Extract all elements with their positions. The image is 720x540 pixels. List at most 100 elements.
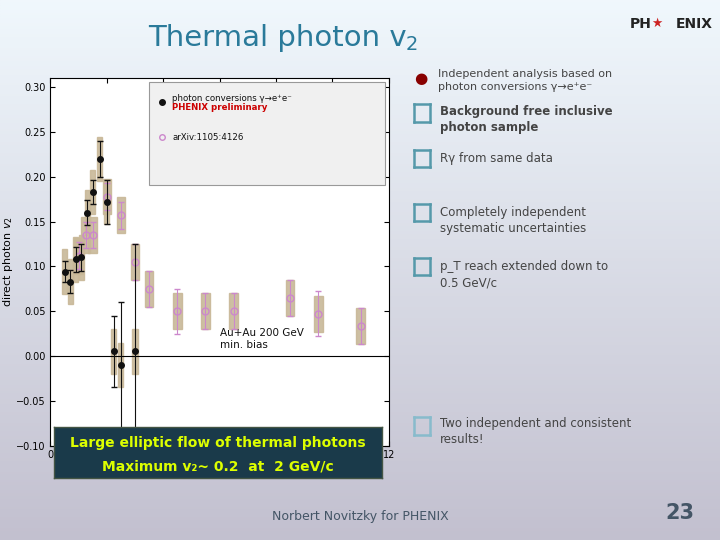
Bar <box>0 273 720 275</box>
Bar <box>0 178 720 181</box>
Bar <box>0 494 720 497</box>
Text: 23: 23 <box>666 503 695 523</box>
Bar <box>0 111 720 113</box>
Bar <box>0 459 720 462</box>
Bar <box>0 78 720 81</box>
Bar <box>84 190 89 235</box>
Bar <box>0 202 720 205</box>
Bar <box>0 338 720 340</box>
Bar <box>0 394 720 397</box>
Bar <box>0 500 720 502</box>
Bar <box>0 319 720 321</box>
Y-axis label: direct photon $v_2$: direct photon $v_2$ <box>1 217 14 307</box>
Bar <box>0 310 720 313</box>
Bar <box>0 443 720 445</box>
Bar <box>112 329 117 374</box>
Bar <box>0 184 720 186</box>
Bar <box>0 246 720 248</box>
Bar <box>145 271 153 307</box>
Bar <box>0 483 720 486</box>
Bar <box>0 502 720 505</box>
Bar <box>102 179 111 214</box>
Bar <box>0 316 720 319</box>
Bar <box>0 108 720 111</box>
Bar <box>230 293 238 329</box>
Bar <box>0 35 720 38</box>
Bar <box>0 389 720 392</box>
Bar <box>0 343 720 346</box>
Bar <box>0 294 720 297</box>
Bar <box>0 192 720 194</box>
Bar <box>0 227 720 229</box>
Bar <box>97 137 102 181</box>
Bar <box>0 103 720 105</box>
Bar <box>0 194 720 197</box>
Bar <box>0 475 720 478</box>
Bar <box>0 259 720 262</box>
Bar <box>0 216 720 219</box>
Bar <box>0 262 720 265</box>
Bar <box>0 437 720 440</box>
Bar <box>0 462 720 464</box>
Bar <box>0 124 720 127</box>
Text: arXiv:1105:4126: arXiv:1105:4126 <box>172 132 243 141</box>
Bar <box>0 68 720 70</box>
Bar <box>0 505 720 508</box>
Bar <box>0 11 720 14</box>
Bar <box>0 8 720 11</box>
Text: reaction plan: 1< |η|<2.8: reaction plan: 1< |η|<2.8 <box>186 93 301 102</box>
Bar <box>68 259 73 304</box>
Bar <box>0 275 720 278</box>
Bar <box>62 249 67 294</box>
Bar <box>0 448 720 451</box>
Bar <box>0 324 720 327</box>
Bar <box>0 5 720 8</box>
Bar <box>0 397 720 400</box>
Bar <box>0 238 720 240</box>
Bar <box>89 217 97 253</box>
Bar <box>0 3 720 5</box>
Bar <box>0 197 720 200</box>
Bar <box>0 302 720 305</box>
Bar <box>0 57 720 59</box>
Bar <box>0 497 720 500</box>
Bar <box>0 138 720 140</box>
Bar <box>0 135 720 138</box>
Bar <box>0 478 720 481</box>
Bar <box>0 454 720 456</box>
Bar <box>0 86 720 89</box>
Bar <box>0 373 720 375</box>
Text: Background free inclusive
photon sample: Background free inclusive photon sample <box>440 105 613 134</box>
Bar <box>0 265 720 267</box>
Bar <box>0 286 720 289</box>
Bar <box>0 284 720 286</box>
Bar <box>0 456 720 459</box>
Bar <box>314 296 323 332</box>
Bar <box>104 179 109 224</box>
Bar <box>0 0 720 3</box>
Bar <box>0 211 720 213</box>
Bar <box>0 451 720 454</box>
Bar <box>0 157 720 159</box>
Text: p_T reach extended down to
0.5 GeV/c: p_T reach extended down to 0.5 GeV/c <box>440 260 608 289</box>
Bar <box>0 70 720 73</box>
Bar <box>0 221 720 224</box>
Bar <box>0 524 720 526</box>
Bar <box>0 230 720 232</box>
Bar <box>0 346 720 348</box>
Text: Maximum v₂~ 0.2  at  2 GeV/c: Maximum v₂~ 0.2 at 2 GeV/c <box>102 460 333 474</box>
Bar <box>0 513 720 516</box>
Bar <box>0 489 720 491</box>
Bar <box>81 217 90 253</box>
Bar <box>0 14 720 16</box>
Bar <box>0 27 720 30</box>
Text: ENIX: ENIX <box>675 17 712 31</box>
Bar <box>79 235 84 280</box>
Bar <box>0 416 720 418</box>
Bar <box>0 251 720 254</box>
Bar <box>0 24 720 27</box>
Bar <box>0 354 720 356</box>
X-axis label: $p_T$ [GeV/c]: $p_T$ [GeV/c] <box>190 462 249 476</box>
Bar <box>0 65 720 68</box>
Bar <box>0 159 720 162</box>
